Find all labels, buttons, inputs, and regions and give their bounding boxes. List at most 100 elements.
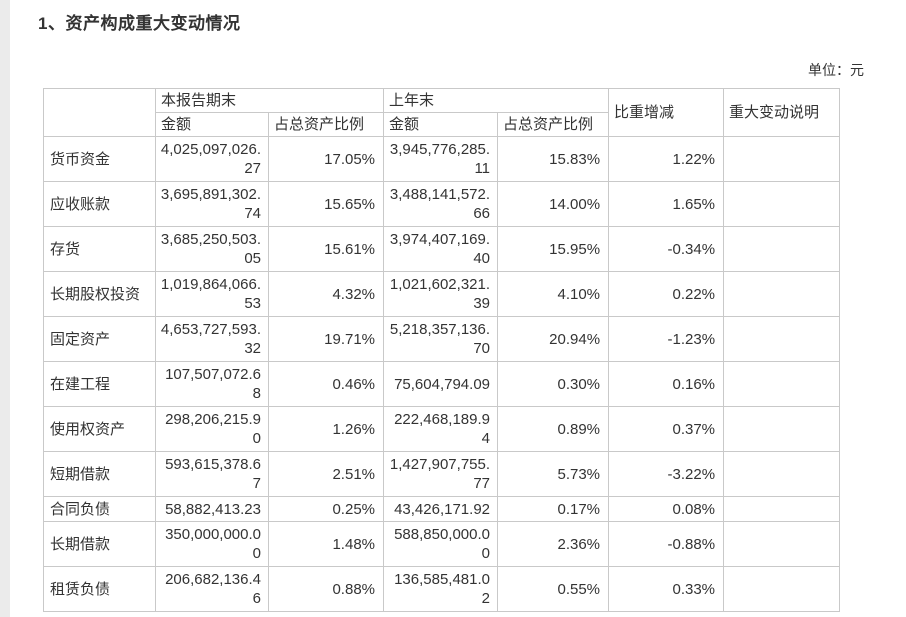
- table-row: 存货 3,685,250,503.05 15.61% 3,974,407,169…: [43, 226, 841, 272]
- header-prior-amount: 金额: [383, 112, 499, 137]
- current-amount-cell: 4,653,727,593.32: [155, 316, 269, 362]
- header-current-period: 本报告期末: [154, 88, 385, 113]
- header-prior-pct: 占总资产比例: [497, 112, 610, 137]
- table-row: 在建工程 107,507,072.68 0.46% 75,604,794.09 …: [43, 361, 841, 407]
- note-cell: [723, 566, 841, 612]
- row-label: 租赁负债: [43, 566, 156, 612]
- change-cell: -0.34%: [608, 226, 725, 272]
- current-pct-cell: 0.46%: [267, 361, 385, 407]
- note-cell: [723, 406, 841, 452]
- section-title: 1、资产构成重大变动情况: [38, 14, 241, 33]
- table-row: 短期借款 593,615,378.67 2.51% 1,427,907,755.…: [43, 451, 841, 497]
- row-label: 合同负债: [43, 496, 156, 522]
- change-cell: 0.22%: [608, 271, 725, 317]
- note-cell: [723, 521, 841, 567]
- note-cell: [723, 316, 841, 362]
- prior-amount-cell: 3,945,776,285.11: [383, 136, 499, 182]
- header-row-measures: 金额 占总资产比例 金额 占总资产比例: [44, 112, 840, 137]
- row-label: 使用权资产: [43, 406, 156, 452]
- current-amount-cell: 4,025,097,026.27: [155, 136, 269, 182]
- prior-pct-cell: 15.83%: [497, 136, 610, 182]
- current-pct-cell: 15.61%: [267, 226, 385, 272]
- current-pct-cell: 19.71%: [267, 316, 385, 362]
- note-cell: [723, 361, 841, 407]
- prior-pct-cell: 0.89%: [497, 406, 610, 452]
- prior-amount-cell: 588,850,000.00: [383, 521, 499, 567]
- note-cell: [723, 451, 841, 497]
- prior-amount-cell: 3,488,141,572.66: [383, 181, 499, 227]
- prior-pct-cell: 20.94%: [497, 316, 610, 362]
- prior-pct-cell: 14.00%: [497, 181, 610, 227]
- change-cell: -0.88%: [608, 521, 725, 567]
- header-note: 重大变动说明: [723, 88, 841, 137]
- current-amount-cell: 3,695,891,302.74: [155, 181, 269, 227]
- row-label: 固定资产: [43, 316, 156, 362]
- change-cell: 1.65%: [608, 181, 725, 227]
- row-label: 长期股权投资: [43, 271, 156, 317]
- prior-pct-cell: 0.55%: [497, 566, 610, 612]
- note-cell: [723, 271, 841, 317]
- current-amount-cell: 593,615,378.67: [155, 451, 269, 497]
- prior-amount-cell: 3,974,407,169.40: [383, 226, 499, 272]
- change-cell: 1.22%: [608, 136, 725, 182]
- note-cell: [723, 226, 841, 272]
- header-row-periods: 本报告期末 上年末 比重增减 重大变动说明: [43, 88, 841, 137]
- current-pct-cell: 1.26%: [267, 406, 385, 452]
- current-pct-cell: 17.05%: [267, 136, 385, 182]
- prior-pct-cell: 0.17%: [497, 496, 610, 522]
- table-row: 固定资产 4,653,727,593.32 19.71% 5,218,357,1…: [43, 316, 841, 362]
- header-current-pct: 占总资产比例: [267, 112, 385, 137]
- row-label: 应收账款: [43, 181, 156, 227]
- note-cell: [723, 136, 841, 182]
- change-cell: 0.08%: [608, 496, 725, 522]
- current-amount-cell: 1,019,864,066.53: [155, 271, 269, 317]
- corner-cell: [43, 88, 156, 137]
- prior-amount-cell: 75,604,794.09: [383, 361, 499, 407]
- current-pct-cell: 0.25%: [267, 496, 385, 522]
- prior-amount-cell: 1,427,907,755.77: [383, 451, 499, 497]
- table-row: 长期借款 350,000,000.00 1.48% 588,850,000.00…: [43, 521, 841, 567]
- current-amount-cell: 206,682,136.46: [155, 566, 269, 612]
- note-cell: [723, 181, 841, 227]
- report-content: 1、资产构成重大变动情况 单位：元 本报告期末 上年末 比重增减 重大变动说明: [38, 0, 866, 612]
- header-change: 比重增减: [608, 88, 725, 137]
- prior-amount-cell: 136,585,481.02: [383, 566, 499, 612]
- row-label: 货币资金: [43, 136, 156, 182]
- change-cell: 0.33%: [608, 566, 725, 612]
- row-label: 长期借款: [43, 521, 156, 567]
- change-cell: 0.37%: [608, 406, 725, 452]
- prior-amount-cell: 5,218,357,136.70: [383, 316, 499, 362]
- current-amount-cell: 3,685,250,503.05: [155, 226, 269, 272]
- table-row: 租赁负债 206,682,136.46 0.88% 136,585,481.02…: [43, 566, 841, 612]
- current-amount-cell: 107,507,072.68: [155, 361, 269, 407]
- asset-composition-table: 本报告期末 上年末 比重增减 重大变动说明 金额 占总资产比例 金额 占总资产比…: [43, 88, 841, 612]
- prior-amount-cell: 43,426,171.92: [383, 496, 499, 522]
- row-label: 存货: [43, 226, 156, 272]
- table-row: 长期股权投资 1,019,864,066.53 4.32% 1,021,602,…: [43, 271, 841, 317]
- table-row: 应收账款 3,695,891,302.74 15.65% 3,488,141,5…: [43, 181, 841, 227]
- table-row: 合同负债 58,882,413.23 0.25% 43,426,171.92 0…: [43, 496, 841, 522]
- current-pct-cell: 2.51%: [267, 451, 385, 497]
- prior-amount-cell: 1,021,602,321.39: [383, 271, 499, 317]
- current-pct-cell: 15.65%: [267, 181, 385, 227]
- prior-pct-cell: 15.95%: [497, 226, 610, 272]
- current-amount-cell: 350,000,000.00: [155, 521, 269, 567]
- current-pct-cell: 0.88%: [267, 566, 385, 612]
- header-current-amount: 金额: [155, 112, 269, 137]
- page-left-gutter: [0, 0, 10, 617]
- change-cell: -3.22%: [608, 451, 725, 497]
- row-label: 短期借款: [43, 451, 156, 497]
- row-label: 在建工程: [43, 361, 156, 407]
- unit-label: 单位：元: [808, 62, 864, 78]
- header-prior-period: 上年末: [383, 88, 610, 113]
- prior-pct-cell: 4.10%: [497, 271, 610, 317]
- current-amount-cell: 58,882,413.23: [155, 496, 269, 522]
- note-cell: [723, 496, 841, 522]
- prior-pct-cell: 2.36%: [497, 521, 610, 567]
- current-pct-cell: 4.32%: [267, 271, 385, 317]
- current-pct-cell: 1.48%: [267, 521, 385, 567]
- current-amount-cell: 298,206,215.90: [155, 406, 269, 452]
- prior-pct-cell: 5.73%: [497, 451, 610, 497]
- table-row: 使用权资产 298,206,215.90 1.26% 222,468,189.9…: [43, 406, 841, 452]
